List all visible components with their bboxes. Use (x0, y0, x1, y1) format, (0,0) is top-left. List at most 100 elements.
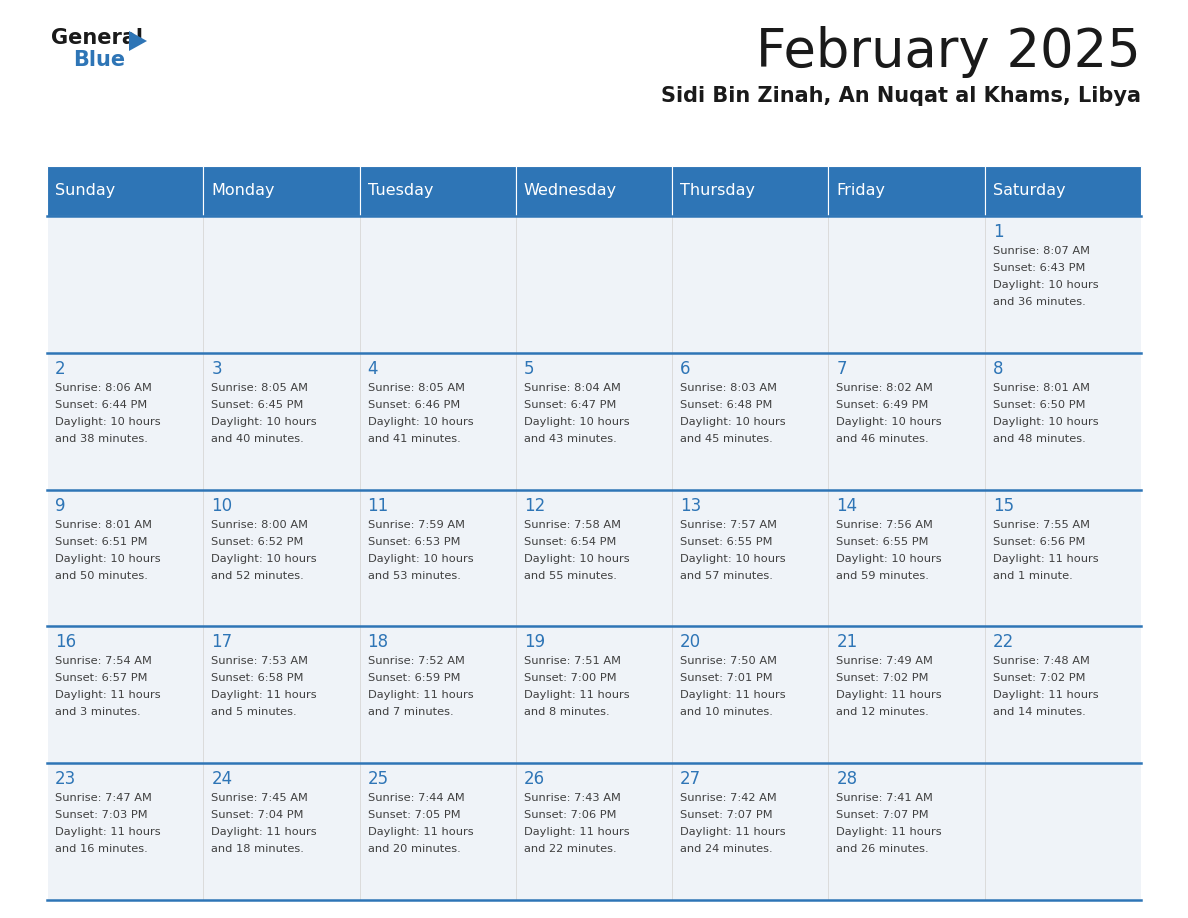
Bar (516, 216, 672, 353)
Text: Sunset: 6:47 PM: Sunset: 6:47 PM (524, 400, 617, 409)
Text: 12: 12 (524, 497, 545, 515)
Bar (672, 626, 828, 763)
Text: 22: 22 (993, 633, 1015, 652)
Bar (828, 489, 985, 626)
Text: Daylight: 11 hours: Daylight: 11 hours (524, 827, 630, 837)
Bar (203, 216, 360, 353)
Text: and 14 minutes.: and 14 minutes. (993, 708, 1086, 717)
Text: and 57 minutes.: and 57 minutes. (681, 571, 773, 580)
Text: Daylight: 11 hours: Daylight: 11 hours (993, 554, 1099, 564)
Text: Sunrise: 8:02 AM: Sunrise: 8:02 AM (836, 383, 934, 393)
Bar (48, 626, 203, 763)
Text: and 50 minutes.: and 50 minutes. (55, 571, 147, 580)
Text: Daylight: 11 hours: Daylight: 11 hours (836, 690, 942, 700)
Text: and 46 minutes.: and 46 minutes. (836, 434, 929, 443)
Text: Daylight: 10 hours: Daylight: 10 hours (681, 554, 785, 564)
Text: Daylight: 10 hours: Daylight: 10 hours (211, 554, 317, 564)
Text: and 24 minutes.: and 24 minutes. (681, 845, 772, 855)
Text: 5: 5 (524, 360, 535, 378)
Text: Sunset: 6:46 PM: Sunset: 6:46 PM (367, 400, 460, 409)
Text: Wednesday: Wednesday (524, 184, 617, 198)
Text: Sunrise: 8:07 AM: Sunrise: 8:07 AM (993, 246, 1089, 256)
Text: and 48 minutes.: and 48 minutes. (993, 434, 1086, 443)
Text: Daylight: 10 hours: Daylight: 10 hours (524, 417, 630, 427)
Text: Sunrise: 7:54 AM: Sunrise: 7:54 AM (55, 656, 152, 666)
Bar (203, 166, 360, 216)
Text: Sunset: 7:03 PM: Sunset: 7:03 PM (55, 811, 147, 820)
Bar (672, 353, 828, 489)
Text: 4: 4 (367, 360, 378, 378)
Bar (360, 763, 516, 900)
Text: and 40 minutes.: and 40 minutes. (211, 434, 304, 443)
Bar (985, 763, 1140, 900)
Bar (516, 626, 672, 763)
Text: Sidi Bin Zinah, An Nuqat al Khams, Libya: Sidi Bin Zinah, An Nuqat al Khams, Libya (661, 86, 1140, 106)
Bar (985, 489, 1140, 626)
Text: Daylight: 11 hours: Daylight: 11 hours (55, 690, 160, 700)
Bar (672, 763, 828, 900)
Bar (203, 489, 360, 626)
Text: 19: 19 (524, 633, 545, 652)
Text: Daylight: 10 hours: Daylight: 10 hours (55, 417, 160, 427)
Text: 24: 24 (211, 770, 233, 789)
Text: 28: 28 (836, 770, 858, 789)
Text: Sunset: 7:06 PM: Sunset: 7:06 PM (524, 811, 617, 820)
Text: Daylight: 10 hours: Daylight: 10 hours (993, 280, 1099, 290)
Bar (672, 489, 828, 626)
Text: 7: 7 (836, 360, 847, 378)
Text: Sunrise: 7:50 AM: Sunrise: 7:50 AM (681, 656, 777, 666)
Text: 2: 2 (55, 360, 65, 378)
Text: 16: 16 (55, 633, 76, 652)
Text: Sunrise: 7:42 AM: Sunrise: 7:42 AM (681, 793, 777, 803)
Bar (48, 763, 203, 900)
Text: Monday: Monday (211, 184, 274, 198)
Text: Sunset: 6:49 PM: Sunset: 6:49 PM (836, 400, 929, 409)
Text: Sunrise: 8:01 AM: Sunrise: 8:01 AM (993, 383, 1089, 393)
Bar (360, 626, 516, 763)
Text: 10: 10 (211, 497, 233, 515)
Bar (985, 216, 1140, 353)
Bar (203, 353, 360, 489)
Text: Sunrise: 7:45 AM: Sunrise: 7:45 AM (211, 793, 308, 803)
Bar (48, 489, 203, 626)
Text: Sunset: 6:45 PM: Sunset: 6:45 PM (211, 400, 304, 409)
Text: 13: 13 (681, 497, 701, 515)
Text: and 10 minutes.: and 10 minutes. (681, 708, 773, 717)
Text: Daylight: 11 hours: Daylight: 11 hours (836, 827, 942, 837)
Text: Daylight: 10 hours: Daylight: 10 hours (836, 417, 942, 427)
Text: 23: 23 (55, 770, 76, 789)
Text: Sunset: 6:55 PM: Sunset: 6:55 PM (681, 537, 772, 546)
Text: Sunrise: 7:56 AM: Sunrise: 7:56 AM (836, 520, 934, 530)
Bar (828, 763, 985, 900)
Text: Sunset: 6:57 PM: Sunset: 6:57 PM (55, 674, 147, 683)
Text: and 7 minutes.: and 7 minutes. (367, 708, 453, 717)
Text: February 2025: February 2025 (757, 26, 1140, 78)
Text: Sunset: 6:59 PM: Sunset: 6:59 PM (367, 674, 460, 683)
Text: Daylight: 11 hours: Daylight: 11 hours (993, 690, 1099, 700)
Text: Friday: Friday (836, 184, 885, 198)
Text: 14: 14 (836, 497, 858, 515)
Text: and 5 minutes.: and 5 minutes. (211, 708, 297, 717)
Bar (828, 353, 985, 489)
Text: Daylight: 10 hours: Daylight: 10 hours (524, 554, 630, 564)
Text: and 18 minutes.: and 18 minutes. (211, 845, 304, 855)
Text: and 16 minutes.: and 16 minutes. (55, 845, 147, 855)
Bar (672, 166, 828, 216)
Text: Sunset: 6:56 PM: Sunset: 6:56 PM (993, 537, 1085, 546)
Bar (828, 626, 985, 763)
Text: and 53 minutes.: and 53 minutes. (367, 571, 461, 580)
Text: Daylight: 11 hours: Daylight: 11 hours (681, 690, 785, 700)
Text: 15: 15 (993, 497, 1013, 515)
Text: Sunrise: 8:04 AM: Sunrise: 8:04 AM (524, 383, 621, 393)
Text: Sunrise: 7:59 AM: Sunrise: 7:59 AM (367, 520, 465, 530)
Bar (48, 216, 203, 353)
Text: Sunrise: 7:53 AM: Sunrise: 7:53 AM (211, 656, 308, 666)
Text: Sunrise: 8:01 AM: Sunrise: 8:01 AM (55, 520, 152, 530)
Bar (828, 166, 985, 216)
Text: and 38 minutes.: and 38 minutes. (55, 434, 147, 443)
Text: 20: 20 (681, 633, 701, 652)
Text: and 52 minutes.: and 52 minutes. (211, 571, 304, 580)
Text: Blue: Blue (72, 50, 125, 70)
Text: 6: 6 (681, 360, 690, 378)
Text: Sunrise: 7:57 AM: Sunrise: 7:57 AM (681, 520, 777, 530)
